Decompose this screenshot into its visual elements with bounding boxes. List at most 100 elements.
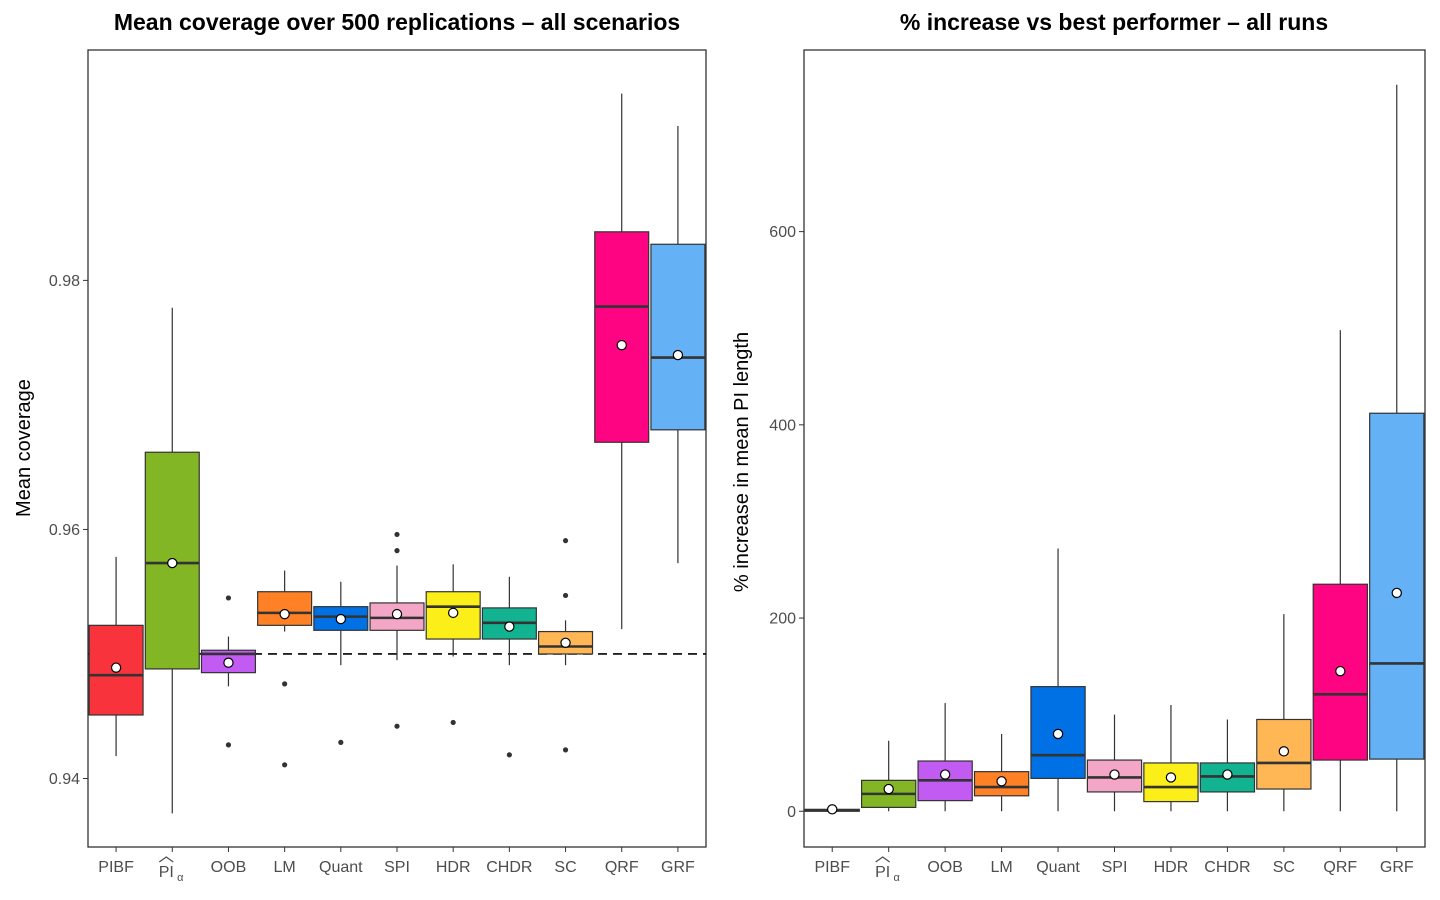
- box-oob: [917, 703, 973, 812]
- x-tick-label-lm: LM: [274, 859, 296, 876]
- mean-point-grf: [672, 349, 684, 361]
- mean-point-sc: [1278, 746, 1290, 757]
- left-panel: Mean coverage over 500 replications – al…: [13, 9, 707, 884]
- x-tick-label-pibf: PIBF: [98, 859, 134, 876]
- right-panel: % increase vs best performer – all runs …: [731, 9, 1426, 884]
- x-tick-label-grf: GRF: [1380, 859, 1414, 876]
- outlier-point: [225, 742, 232, 748]
- box-chdr: [481, 576, 537, 758]
- mean-point-qrf: [1335, 665, 1346, 677]
- box-rect-hdr: [1143, 762, 1199, 803]
- outlier-point: [450, 719, 456, 726]
- x-tick-label-grf: GRF: [661, 859, 695, 876]
- mean-point-pi-alpha: [167, 557, 178, 569]
- outlier-point: [394, 548, 400, 554]
- mean-point-chdr: [1222, 769, 1233, 780]
- x-tick-label-oob: OOB: [927, 859, 963, 876]
- mean-point-lm: [279, 608, 290, 620]
- mean-point-spi: [1109, 769, 1120, 780]
- mean-point-spi: [391, 608, 403, 620]
- x-tick-label-spi: SPI: [1102, 859, 1128, 876]
- x-tick-label-qrf: QRF: [605, 859, 639, 876]
- mean-point-qrf: [616, 339, 627, 351]
- outlier-point: [225, 595, 232, 601]
- x-tick-label-chdr: CHDR: [1204, 859, 1250, 876]
- mean-point-pibf: [110, 662, 122, 673]
- x-tick-label-qrf: QRF: [1323, 859, 1357, 876]
- box-oob: [200, 595, 257, 748]
- box-rect-qrf: [594, 231, 650, 443]
- box-spi: [369, 531, 425, 729]
- box-chdr: [1199, 719, 1256, 812]
- y-tick-label: 400: [769, 417, 796, 434]
- right-plot-area: 0 200 400 600 PIBF PI α OOB LM Quant SPI HDR CHDR SC Q…: [769, 49, 1426, 884]
- mean-point-hdr: [1165, 772, 1177, 783]
- outlier-point: [562, 538, 569, 544]
- box-quant: [1030, 548, 1086, 812]
- left-chart-title: Mean coverage over 500 replications – al…: [114, 9, 680, 35]
- outlier-point: [394, 723, 400, 729]
- mean-point-lm: [996, 776, 1007, 787]
- outlier-point: [394, 531, 400, 538]
- box-rect-grf: [650, 243, 706, 431]
- box-pi-alpha: [860, 740, 917, 812]
- box-spi: [1086, 714, 1143, 812]
- outlier-point: [562, 747, 569, 753]
- outlier-point: [562, 592, 569, 599]
- x-tick-label-spi: SPI: [384, 859, 410, 876]
- hat-icon: [875, 856, 891, 863]
- x-tick-label-pibf: PIBF: [814, 859, 850, 876]
- box-pi-alpha: [144, 307, 200, 814]
- mean-point-grf: [1391, 587, 1402, 599]
- box-pibf: [88, 556, 144, 757]
- left-y-axis-label: Mean coverage: [13, 379, 35, 517]
- mean-point-pibf: [827, 804, 838, 815]
- box-sc: [1256, 614, 1312, 812]
- y-tick-label: 600: [769, 224, 796, 241]
- mean-point-oob: [223, 657, 234, 668]
- x-tick-label-quant: Quant: [1036, 859, 1080, 876]
- mean-point-quant: [335, 613, 347, 625]
- box-hdr: [425, 564, 481, 726]
- x-tick-label-sc: SC: [1273, 859, 1295, 876]
- box-qrf: [1312, 330, 1369, 812]
- box-lm: [973, 733, 1030, 812]
- mean-point-oob: [939, 769, 951, 780]
- x-tick-subscript: α: [894, 872, 901, 884]
- x-tick-label-sc: SC: [554, 859, 576, 876]
- mean-point-hdr: [447, 607, 459, 619]
- x-tick-label-hdr: HDR: [1154, 859, 1189, 876]
- left-plot-area: 0.94 0.96 0.98 PIBF PI α OOB LM Quant SPI HDR CHDR S…: [49, 49, 707, 884]
- outlier-point: [506, 752, 512, 758]
- box-rect-grf: [1369, 412, 1425, 760]
- outlier-point: [282, 762, 288, 768]
- right-chart-title: % increase vs best performer – all runs: [900, 9, 1328, 35]
- x-tick-label-oob: OOB: [211, 859, 247, 876]
- y-tick-label: 0: [787, 804, 796, 821]
- outlier-point: [338, 739, 344, 745]
- y-tick-label: 0.98: [49, 273, 80, 290]
- box-pibf: [804, 804, 860, 815]
- y-tick-label: 200: [769, 611, 796, 628]
- mean-point-quant: [1052, 728, 1064, 740]
- box-rect-pibf: [88, 624, 144, 716]
- box-sc: [537, 538, 594, 753]
- x-tick-label-pi-alpha: PI: [875, 864, 890, 881]
- right-y-axis-label: % increase in mean PI length: [731, 332, 753, 592]
- x-tick-label-hdr: HDR: [436, 859, 471, 876]
- x-tick-label-chdr: CHDR: [486, 859, 532, 876]
- x-tick-label-lm: LM: [990, 859, 1012, 876]
- box-rect-lm: [257, 591, 313, 626]
- x-tick-subscript: α: [177, 872, 184, 884]
- y-tick-label: 0.96: [49, 522, 80, 539]
- box-grf: [1369, 84, 1425, 812]
- box-qrf: [594, 93, 650, 630]
- hat-icon: [158, 856, 174, 863]
- box-grf: [650, 125, 706, 564]
- box-hdr: [1143, 704, 1199, 812]
- x-tick-label-quant: Quant: [319, 859, 363, 876]
- y-tick-label: 0.94: [49, 771, 80, 788]
- outlier-point: [282, 681, 288, 687]
- box-lm: [257, 570, 313, 768]
